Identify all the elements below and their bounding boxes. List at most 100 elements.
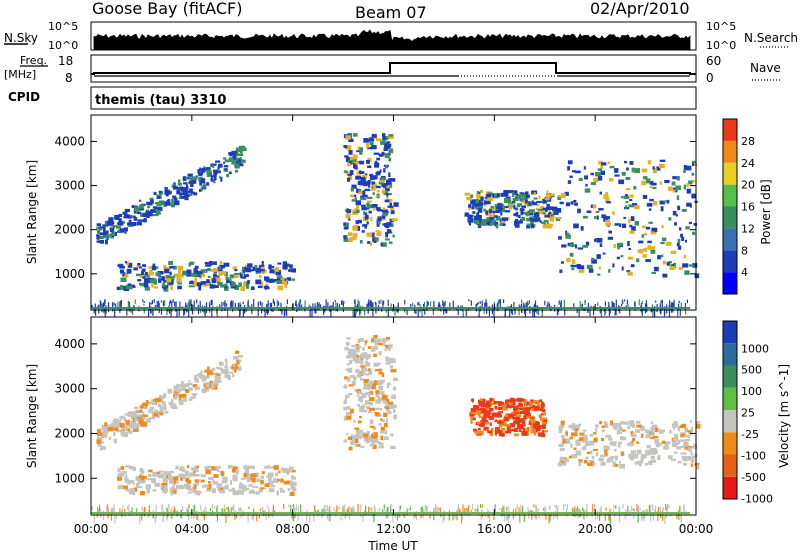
heatmap-cell <box>372 206 375 211</box>
heatmap-cell <box>196 465 199 469</box>
heatmap-cell <box>577 509 579 519</box>
heatmap-cell <box>552 215 555 218</box>
y-tick-label: 1000 <box>54 471 85 485</box>
heatmap-cell <box>652 309 654 320</box>
heatmap-cell <box>347 436 353 440</box>
heatmap-cell <box>565 202 571 207</box>
heatmap-cell <box>162 282 166 287</box>
heatmap-cell <box>352 376 357 381</box>
heatmap-cell <box>182 190 188 195</box>
heatmap-cell <box>474 431 477 434</box>
heatmap-cell <box>346 433 349 436</box>
heatmap-cell <box>338 506 341 510</box>
heatmap-cell <box>117 229 121 233</box>
heatmap-cell <box>416 302 419 306</box>
heatmap-cell <box>684 445 687 450</box>
heatmap-cell <box>233 274 239 279</box>
heatmap-cell <box>197 309 200 315</box>
heatmap-cell <box>479 398 483 402</box>
heatmap-cell <box>391 218 398 221</box>
heatmap-cell <box>130 215 133 219</box>
heatmap-cell <box>609 514 611 525</box>
heatmap-cell <box>175 301 177 308</box>
heatmap-cell <box>476 508 478 512</box>
heatmap-cell <box>375 207 381 211</box>
heatmap-cell <box>607 161 611 165</box>
heatmap-cell <box>388 172 391 177</box>
heatmap-cell <box>166 307 168 316</box>
heatmap-cell <box>626 270 631 273</box>
heatmap-cell <box>184 484 187 487</box>
heatmap-cell <box>661 440 666 444</box>
heatmap-cell <box>354 389 358 392</box>
heatmap-cell <box>219 362 224 366</box>
heatmap-cell <box>690 463 693 467</box>
heatmap-cell <box>391 358 396 364</box>
heatmap-cell <box>348 506 350 514</box>
heatmap-cell <box>571 259 576 264</box>
heatmap-cell <box>492 211 495 214</box>
heatmap-cell <box>387 410 392 415</box>
heatmap-cell <box>211 466 217 470</box>
heatmap-cell <box>272 478 278 483</box>
heatmap-cell <box>534 433 537 436</box>
heatmap-cell <box>194 474 200 477</box>
heatmap-cell <box>376 138 382 142</box>
heatmap-cell <box>556 208 562 213</box>
heatmap-cell <box>146 400 149 404</box>
heatmap-cell <box>614 455 618 461</box>
heatmap-cell <box>356 226 361 231</box>
heatmap-cell <box>580 226 584 231</box>
heatmap-cell <box>571 267 575 271</box>
heatmap-cell <box>520 508 522 513</box>
heatmap-cell <box>168 504 170 512</box>
heatmap-cell <box>127 480 131 485</box>
heatmap-cell <box>359 151 363 155</box>
heatmap-cell <box>133 487 138 492</box>
heatmap-cell <box>514 220 521 224</box>
heatmap-cell <box>362 190 366 196</box>
heatmap-cell <box>586 210 592 214</box>
heatmap-cell <box>680 233 683 238</box>
colorbar-tick-label: 28 <box>741 135 755 148</box>
heatmap-cell <box>178 307 180 316</box>
heatmap-cell <box>131 285 136 288</box>
heatmap-cell <box>630 264 635 268</box>
heatmap-cell <box>513 213 518 217</box>
heatmap-cell <box>344 504 346 513</box>
heatmap-cell <box>587 463 592 466</box>
heatmap-cell <box>383 412 388 417</box>
heatmap-cell <box>380 379 385 383</box>
heatmap-cell <box>468 204 471 208</box>
heatmap-cell <box>641 511 643 521</box>
heatmap-cell <box>643 248 646 252</box>
heatmap-cell <box>533 307 536 317</box>
heatmap-cell <box>344 384 348 389</box>
heatmap-cell <box>370 145 377 150</box>
heatmap-cell <box>107 424 112 427</box>
heatmap-cell <box>217 165 220 170</box>
heatmap-cell <box>614 308 616 316</box>
heatmap-cell <box>650 428 655 433</box>
heatmap-cell <box>676 512 678 520</box>
heatmap-cell <box>480 422 484 428</box>
heatmap-cell <box>166 267 171 271</box>
heatmap-cell <box>372 382 378 386</box>
heatmap-cell <box>167 198 170 203</box>
heatmap-cell <box>372 204 378 208</box>
heatmap-cell <box>535 212 539 217</box>
heatmap-cell <box>363 138 368 143</box>
colorbar-tick-label: -1000 <box>741 492 773 505</box>
heatmap-cell <box>537 308 540 316</box>
heatmap-cell <box>139 266 142 269</box>
heatmap-cell <box>525 302 527 311</box>
heatmap-cell <box>371 507 373 516</box>
heatmap-cell <box>169 476 172 481</box>
heatmap-cell <box>475 431 482 435</box>
heatmap-cell <box>565 234 571 239</box>
heatmap-cell <box>288 269 294 272</box>
heatmap-cell <box>582 429 587 432</box>
heatmap-cell <box>658 429 664 434</box>
heatmap-cell <box>366 202 370 206</box>
